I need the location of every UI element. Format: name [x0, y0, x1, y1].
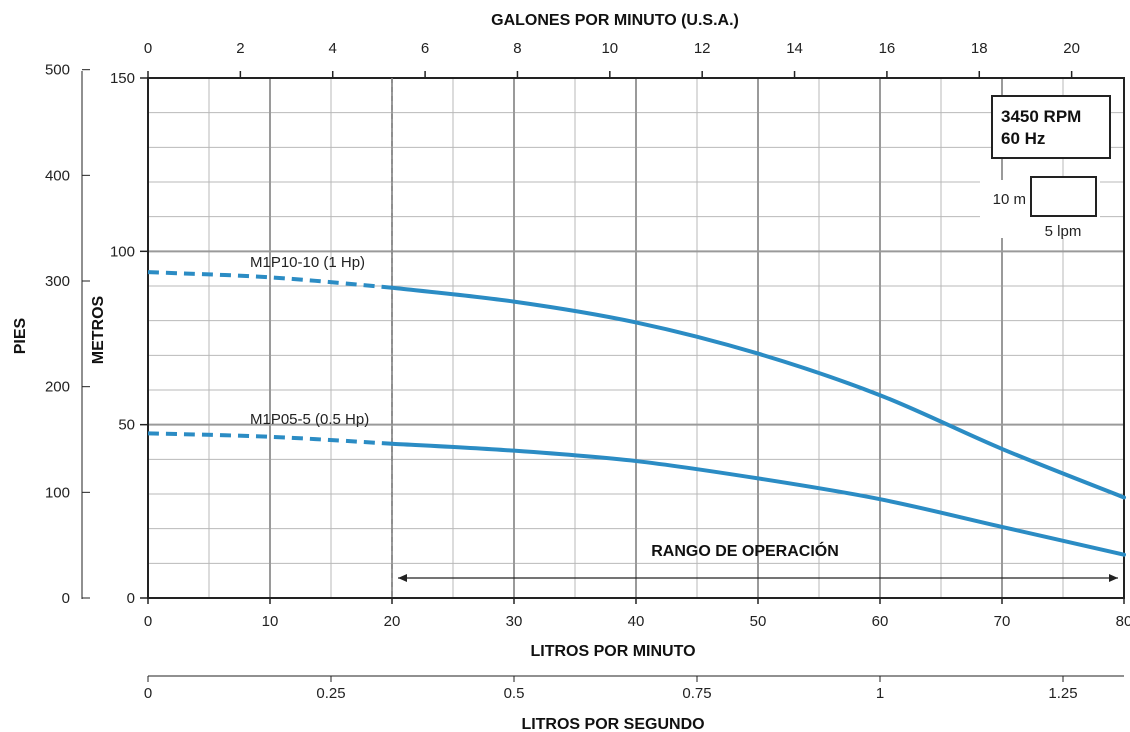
lps-axis-tick-label: 1	[876, 685, 884, 702]
info-box	[991, 95, 1111, 159]
arrowhead-left	[398, 574, 407, 582]
info-hz: 60 Hz	[1001, 129, 1045, 148]
metros-axis-tick-label: 150	[110, 70, 135, 87]
pies-axis-tick-label: 400	[45, 167, 70, 184]
top-axis-tick-label: 12	[694, 40, 711, 57]
top-axis-tick-label: 16	[879, 40, 896, 57]
curves	[147, 270, 1126, 557]
lps-axis-tick-label: 0.75	[682, 685, 711, 702]
info-rpm: 3450 RPM	[1001, 107, 1081, 126]
scale-box	[1030, 176, 1097, 217]
top-axis-tick-label: 4	[329, 40, 337, 57]
operating-range-label: RANGO DE OPERACIÓN	[651, 541, 839, 560]
lps-axis-tick-label: 0.5	[504, 685, 525, 702]
operating-range-arrow	[398, 574, 1118, 582]
series-label-1hp: M1P10-10 (1 Hp)	[250, 254, 365, 271]
pies-axis-tick-label: 100	[45, 484, 70, 501]
bottom-axis-tick-label: 60	[872, 613, 889, 630]
bottom-axis-tick-label: 20	[384, 613, 401, 630]
top-axis-tick-label: 10	[601, 40, 618, 57]
bottom-axis-tick-label: 40	[628, 613, 645, 630]
top-axis-title: GALONES POR MINUTO (U.S.A.)	[491, 12, 739, 29]
top-axis-tick-label: 8	[513, 40, 521, 57]
pies-axis-title: PIES	[12, 317, 29, 354]
bottom-axis-tick-label: 80	[1116, 613, 1130, 630]
curve-05hp-solid	[390, 441, 1126, 557]
lps-axis-title: LITROS POR SEGUNDO	[521, 716, 704, 732]
arrowhead-right	[1109, 574, 1118, 582]
pies-axis: 0 100 200 300 400 500	[45, 62, 90, 607]
pies-axis-tick-label: 300	[45, 273, 70, 290]
lps-axis-tick-label: 0.25	[316, 685, 345, 702]
scale-horizontal-label: 5 lpm	[1045, 223, 1082, 240]
series-label-05hp: M1P05-5 (0.5 Hp)	[250, 411, 369, 428]
top-axis-tick-label: 18	[971, 40, 988, 57]
bottom-axis-tick-label: 10	[262, 613, 279, 630]
pies-axis-tick-label: 0	[62, 590, 70, 607]
bottom-axis: 0 10 20 30 40 50 60 70 80	[144, 598, 1130, 630]
lps-axis-tick-label: 0	[144, 685, 152, 702]
curve-1hp-solid	[390, 285, 1126, 500]
pies-axis-tick-label: 500	[45, 62, 70, 79]
metros-axis-tick-label: 50	[118, 417, 135, 434]
top-axis-tick-label: 20	[1063, 40, 1080, 57]
top-axis-tick-label: 14	[786, 40, 803, 57]
curve-1hp-dashed	[147, 270, 393, 290]
top-axis: 0 2 4 6 8 10 12 14 16 18 20	[144, 40, 1080, 78]
pies-axis-tick-label: 200	[45, 379, 70, 396]
metros-axis-title: METROS	[90, 295, 107, 364]
bottom-axis-title: LITROS POR MINUTO	[530, 643, 695, 660]
bottom-axis-tick-label: 70	[994, 613, 1011, 630]
bottom-axis-tick-label: 50	[750, 613, 767, 630]
lps-axis-tick-label: 1.25	[1048, 685, 1077, 702]
bottom-axis-tick-label: 30	[506, 613, 523, 630]
metros-axis-tick-label: 100	[110, 243, 135, 260]
top-axis-tick-label: 2	[236, 40, 244, 57]
top-axis-tick-label: 0	[144, 40, 152, 57]
bottom-axis-tick-label: 0	[144, 613, 152, 630]
top-axis-tick-label: 6	[421, 40, 429, 57]
metros-axis-tick-label: 0	[127, 590, 135, 607]
metros-axis: 0 50 100 150	[110, 70, 148, 607]
scale-vertical-label: 10 m	[993, 191, 1026, 208]
lps-axis: 0 0.25 0.5 0.75 1 1.25	[144, 676, 1078, 702]
curve-05hp-dashed	[147, 431, 393, 446]
